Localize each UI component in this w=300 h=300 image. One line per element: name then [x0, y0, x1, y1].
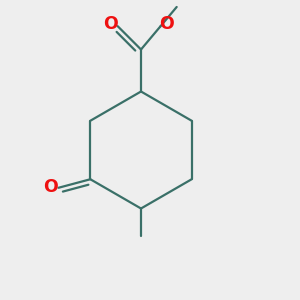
Text: O: O	[103, 15, 118, 33]
Text: O: O	[43, 178, 57, 196]
Text: O: O	[160, 15, 174, 33]
